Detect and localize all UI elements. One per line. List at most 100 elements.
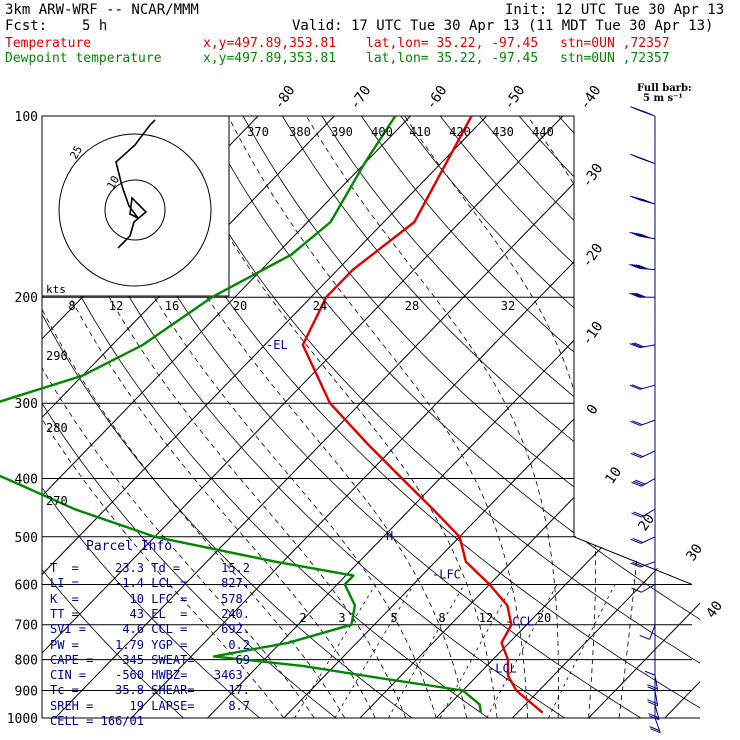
isotherm-right-label--20: -20	[579, 241, 607, 271]
isotherm-right-label--10: -10	[579, 319, 607, 349]
valid-time: Valid: 17 UTC Tue 30 Apr 13 (11 MDT Tue …	[292, 18, 714, 34]
mixing-ratio-upper-label-16: 16	[165, 299, 179, 313]
wind-barb-feather	[635, 292, 647, 298]
wind-barb-200	[629, 292, 655, 298]
wind-barb-feather	[629, 263, 640, 269]
isotherm-30	[588, 116, 700, 718]
parcel-info-value: 578.	[221, 591, 250, 606]
parcel-info-key: LAPSE=	[144, 698, 195, 713]
hodograph-ring-label-25: 25	[67, 144, 85, 162]
wind-barb-feather	[631, 512, 642, 518]
moist-adiabat-10	[68, 116, 437, 718]
init-time: Init: 12 UTC Tue 30 Apr 13	[505, 2, 725, 18]
isotherm-top-label--50: -50	[501, 83, 529, 113]
theta-e-label-390: 390	[331, 125, 353, 139]
wind-barb-320	[630, 419, 656, 426]
parcel-info-value: 1.79	[115, 637, 144, 652]
forecast-label: Fcst:	[5, 18, 48, 34]
dry-adiabat-380	[360, 116, 700, 718]
parcel-info-value: -1.4	[115, 576, 144, 591]
wind-barb-180	[629, 263, 656, 271]
mixing-ratio-lower-label-2: 2	[299, 611, 306, 625]
wind-barb-feather	[642, 110, 653, 116]
wind-barb-feather	[637, 264, 649, 270]
dry-adiabat-300	[45, 116, 565, 718]
pressure-label-500: 500	[15, 531, 38, 546]
wind-barb-feather	[642, 198, 653, 204]
moist-adiabat--10	[42, 116, 285, 718]
isotherm-10	[435, 116, 700, 718]
isotherm--80	[42, 116, 335, 718]
isotherm--40	[54, 116, 640, 718]
isotherm-right-label-20: 20	[635, 511, 658, 534]
dry-adiabat-450	[637, 116, 700, 718]
mixing-ratio-3	[334, 584, 415, 718]
wind-barb-700	[639, 624, 656, 640]
isotherm-top-label--60: -60	[423, 83, 451, 113]
wind-barb-280	[629, 384, 656, 390]
hodograph-ring-outer	[58, 133, 212, 287]
barb-legend-title: Full barb:	[637, 83, 692, 94]
parcel-info-value: 166/01	[100, 714, 144, 728]
moist-adiabat-22	[227, 116, 528, 718]
wind-barb-feather	[649, 726, 660, 732]
wind-barb-feather	[629, 343, 640, 349]
dry-adiabat-470	[716, 116, 740, 718]
wind-barb-feather	[632, 420, 643, 426]
parcel-info-value: 23.3	[115, 561, 144, 575]
dry-adiabat-270	[42, 116, 337, 718]
wind-barb-1000	[649, 717, 661, 734]
pressure-label-800: 800	[15, 654, 38, 669]
level-el: -EL	[266, 338, 288, 352]
pressure-label-300: 300	[15, 397, 38, 412]
wind-barb-feather	[647, 684, 658, 690]
parcel-info-row: K = 10 LFC = 578.	[50, 592, 250, 607]
parcel-info-row: CIN = -560 HWBZ= 3463.	[50, 668, 250, 683]
wind-barb-staff	[640, 561, 656, 568]
level-lfc: -LFC	[432, 568, 461, 582]
dry-adiabat-400	[439, 116, 700, 718]
parcel-info-key: K =	[50, 591, 79, 606]
dewpoint-latlon: lat,lon= 35.22, -97.45	[366, 51, 539, 66]
dry-adiabat-350	[242, 116, 700, 718]
moist-adiabat-6	[42, 116, 407, 718]
dry-adiabat-310	[84, 116, 642, 718]
mixing-ratio-upper-label-24: 24	[313, 299, 327, 313]
wind-barb-feather	[640, 233, 651, 239]
parcel-info-key: LCL =	[144, 576, 188, 591]
dry-adiabat-430	[558, 116, 700, 718]
parcel-info-value: 692.	[221, 622, 250, 637]
parcel-info-key: Td =	[144, 561, 181, 575]
mixing-ratio-upper-label-32: 32	[501, 299, 515, 313]
mixing-ratio-2	[294, 584, 376, 718]
theta-e-label-430: 430	[492, 125, 514, 139]
wind-barb-feather	[635, 479, 646, 485]
pressure-label-1000: 1000	[7, 712, 38, 727]
theta-label-270: 270	[46, 494, 68, 508]
wind-barb-feather	[631, 384, 643, 390]
parcel-info-key: PW =	[50, 637, 79, 652]
theta-label-280: 280	[46, 421, 68, 435]
mixing-ratio-upper-label-20: 20	[233, 299, 247, 313]
pressure-label-400: 400	[15, 472, 38, 487]
mixing-ratio-upper-label-8: 8	[68, 299, 75, 313]
theta-e-label-380: 380	[289, 125, 311, 139]
wind-barb-feather	[642, 158, 653, 164]
wind-barb-staff	[641, 508, 656, 518]
wind-barb-feather	[647, 686, 658, 692]
parcel-info-key: SHEAR=	[144, 683, 195, 698]
wind-barb-staff	[640, 536, 656, 544]
parcel-info-value: 827.	[221, 576, 250, 591]
isotherm-right-label-0: 0	[584, 402, 602, 418]
sounding-series	[0, 115, 544, 714]
wind-barb-feather	[650, 728, 661, 734]
wind-barb-240	[629, 342, 656, 349]
theta-e-label-400: 400	[371, 125, 393, 139]
wind-barb-900	[647, 690, 659, 707]
level-lcl: -LCL	[488, 661, 517, 675]
wind-barb-feather	[633, 480, 644, 486]
parcel-info-value: 8.7	[228, 698, 250, 713]
parcel-info-value: 240.	[221, 606, 250, 621]
dewpoint-line	[0, 115, 483, 713]
